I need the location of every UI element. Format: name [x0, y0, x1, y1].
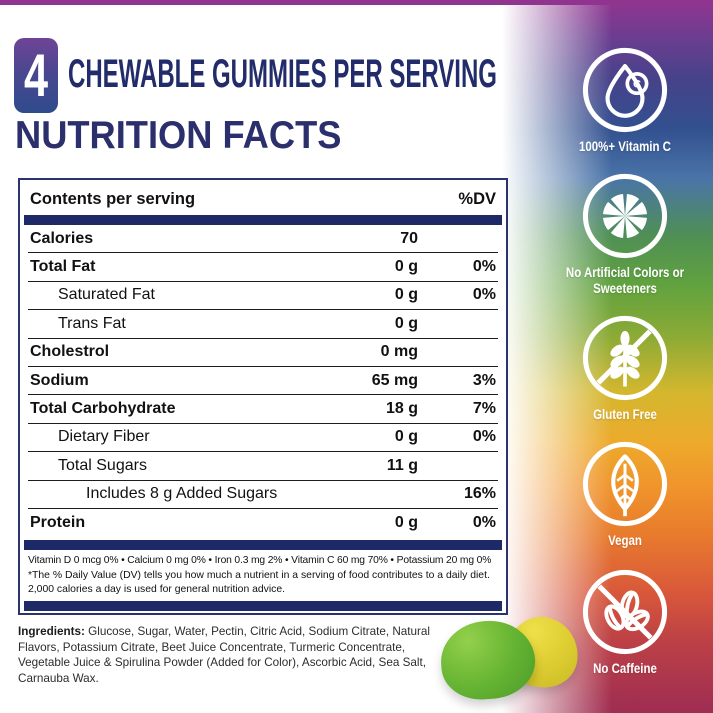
nutrition-row-total-fat: Total Fat 0 g 0% — [28, 253, 498, 282]
row-amount: 0 mg — [380, 343, 418, 361]
nutrition-row-dietary-fiber: Dietary Fiber 0 g 0% — [28, 424, 498, 453]
badge-label: No Artificial Colors or Sweeteners — [565, 265, 685, 296]
table-divider-bar — [24, 540, 502, 551]
row-name: Trans Fat — [58, 314, 126, 332]
badge-vegan: Vegan — [550, 438, 700, 549]
nutrition-row-trans-fat: Trans Fat 0 g — [28, 310, 498, 339]
no-gluten-icon — [582, 315, 668, 401]
row-dv: 0% — [472, 286, 496, 304]
svg-text:C: C — [633, 79, 641, 91]
row-name: Includes 8 g Added Sugars — [86, 485, 278, 503]
row-amount: 0 g — [394, 314, 418, 332]
nutrition-row-added-sugars: Includes 8 g Added Sugars 16% — [28, 481, 498, 509]
row-dv: 0% — [472, 514, 496, 532]
badge-label: No Caffeine — [593, 661, 657, 676]
nutrition-table-header: Contents per serving %DV — [28, 186, 498, 212]
nutrition-row-cholestrol: Cholestrol 0 mg — [28, 339, 498, 367]
row-name: Total Carbohydrate — [30, 400, 176, 418]
badge-label: Gluten Free — [593, 407, 657, 422]
nutrition-row-saturated-fat: Saturated Fat 0 g 0% — [28, 282, 498, 311]
nutrition-row-sodium: Sodium 65 mg 3% — [28, 367, 498, 396]
ingredients-label: Ingredients: — [18, 625, 85, 638]
row-dv: 16% — [463, 485, 496, 503]
nutrition-row-total-sugars: Total Sugars 11 g — [28, 452, 498, 481]
row-name: Protein — [30, 514, 86, 532]
row-amount: 0 g — [394, 514, 418, 532]
badge-vitamin-c: C 100%+ Vitamin C — [550, 44, 700, 155]
dv-column-header: %DV — [458, 189, 496, 208]
row-amount: 65 mg — [371, 371, 418, 389]
row-name: Saturated Fat — [58, 286, 155, 304]
row-amount: 70 — [400, 229, 418, 247]
row-name: Total Sugars — [58, 456, 147, 474]
table-divider-bar — [24, 215, 502, 225]
badge-no-caffeine: No Caffeine — [550, 566, 700, 677]
serving-text: CHEWABLE GUMMIES PER SERVING — [68, 52, 497, 96]
table-divider-bar — [24, 601, 502, 612]
row-name: Cholestrol — [30, 343, 110, 361]
no-caffeine-icon — [582, 569, 668, 655]
row-amount: 18 g — [385, 400, 418, 418]
row-dv: 0% — [472, 428, 496, 446]
row-amount: 0 g — [394, 258, 418, 276]
row-dv: 3% — [472, 371, 496, 389]
badge-no-artificial-colors: No Artificial Colors or Sweeteners — [550, 170, 700, 297]
badge-gluten-free: Gluten Free — [550, 312, 700, 423]
ingredients-paragraph: Ingredients: Glucose, Sugar, Water, Pect… — [18, 624, 450, 686]
row-amount: 0 g — [394, 428, 418, 446]
row-dv: 7% — [472, 400, 496, 418]
row-amount: 11 g — [386, 456, 418, 474]
row-amount: 0 g — [394, 286, 418, 304]
badge-label: 100%+ Vitamin C — [579, 139, 671, 154]
ingredients-text: Glucose, Sugar, Water, Pectin, Citric Ac… — [18, 625, 431, 685]
vegan-leaf-icon — [582, 441, 668, 527]
citrus-slice-icon — [582, 173, 668, 259]
nutrition-row-calories: Calories 70 — [28, 225, 498, 254]
dv-footnote: *The % Daily Value (DV) tells you how mu… — [28, 570, 490, 595]
nutrition-row-protein: Protein 0 g 0% — [28, 509, 498, 537]
page-title: NUTRITION FACTS — [15, 114, 342, 157]
row-name: Total Fat — [30, 258, 96, 276]
nutrition-facts-box: Contents per serving %DV Calories 70 Tot… — [18, 178, 508, 615]
serving-count-badge: 4 — [14, 38, 58, 113]
row-name: Dietary Fiber — [58, 428, 150, 446]
vitamin-c-drop-icon: C — [582, 47, 668, 133]
row-name: Calories — [30, 229, 94, 247]
row-name: Sodium — [30, 371, 89, 389]
row-dv: 0% — [472, 258, 496, 276]
micronutrients-line: Vitamin D 0 mcg 0% • Calcium 0 mg 0% • I… — [28, 555, 492, 567]
serving-count: 4 — [23, 42, 49, 109]
badge-label: Vegan — [608, 533, 642, 548]
nutrition-row-total-carbohydrate: Total Carbohydrate 18 g 7% — [28, 395, 498, 424]
contents-column-header: Contents per serving — [30, 189, 196, 208]
